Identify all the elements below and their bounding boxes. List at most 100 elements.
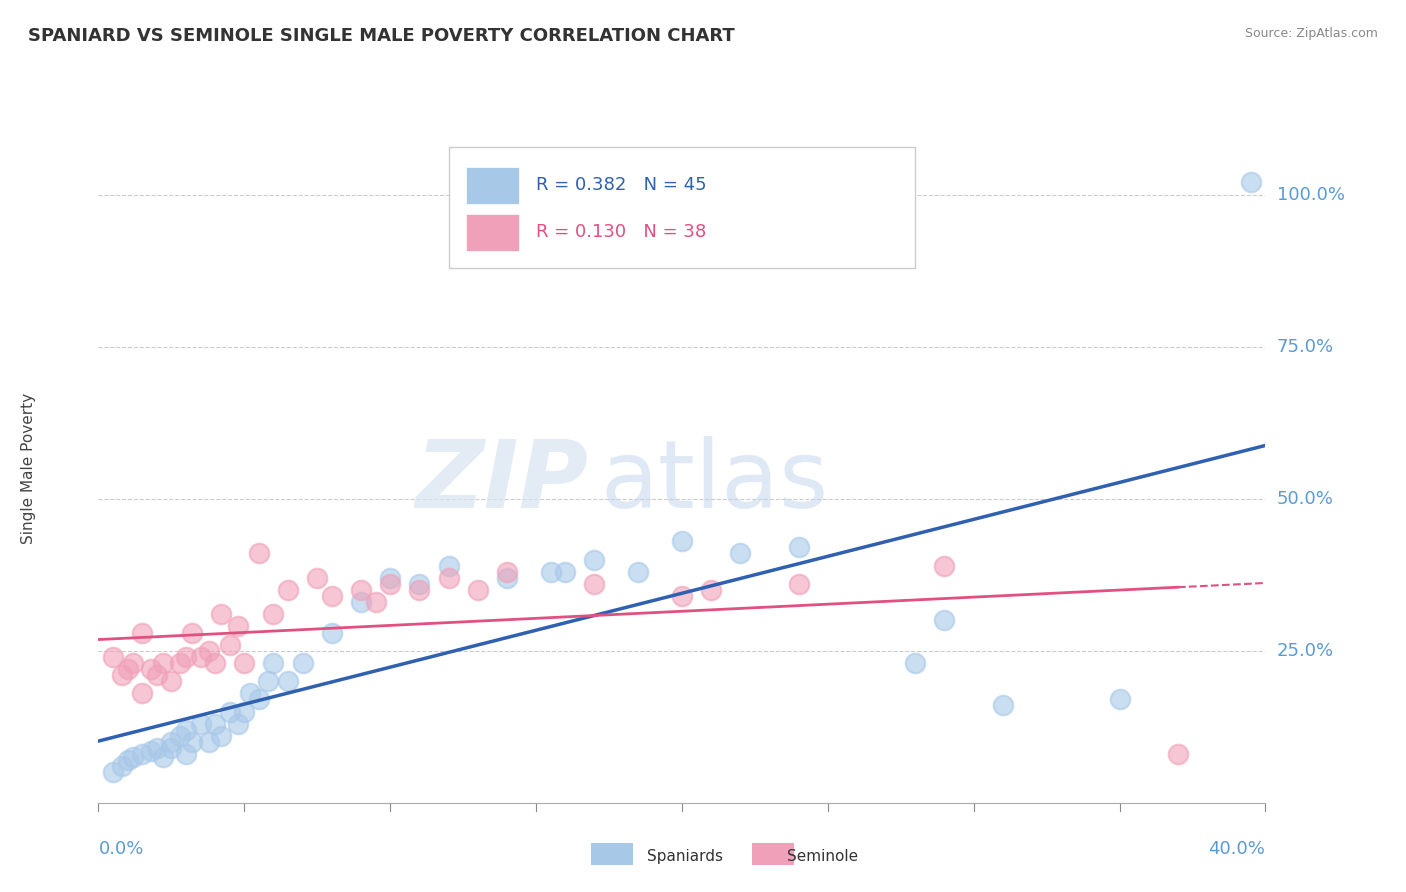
Point [174, 723, 197, 737]
Point [117, 662, 139, 676]
Point [378, 571, 402, 585]
Point [277, 674, 299, 689]
FancyBboxPatch shape [465, 214, 519, 251]
Point [131, 686, 153, 700]
Text: Source: ZipAtlas.com: Source: ZipAtlas.com [1244, 27, 1378, 40]
Point [467, 582, 489, 597]
Point [291, 656, 314, 670]
Point [174, 747, 197, 761]
Point [350, 595, 373, 609]
Text: Seminole: Seminole [787, 849, 859, 863]
Point [934, 558, 956, 573]
FancyBboxPatch shape [449, 147, 915, 268]
Point [495, 571, 517, 585]
Text: 75.0%: 75.0% [1277, 338, 1334, 356]
Point [111, 759, 134, 773]
Text: 50.0%: 50.0% [1277, 490, 1333, 508]
Point [671, 589, 693, 603]
Point [190, 716, 212, 731]
Point [228, 716, 250, 731]
FancyBboxPatch shape [465, 168, 519, 204]
Point [218, 705, 240, 719]
Point [437, 571, 460, 585]
Point [180, 625, 202, 640]
Point [146, 668, 169, 682]
Point [554, 565, 576, 579]
Point [204, 716, 226, 731]
Text: Spaniards: Spaniards [647, 849, 723, 863]
Text: ZIP: ZIP [416, 435, 589, 528]
Text: Single Male Poverty: Single Male Poverty [21, 392, 37, 544]
Point [101, 649, 124, 664]
Point [991, 698, 1014, 713]
Point [378, 577, 402, 591]
Point [787, 577, 810, 591]
Point [233, 656, 256, 670]
Point [262, 656, 284, 670]
Point [122, 750, 145, 764]
Text: SPANIARD VS SEMINOLE SINGLE MALE POVERTY CORRELATION CHART: SPANIARD VS SEMINOLE SINGLE MALE POVERTY… [28, 27, 735, 45]
Point [1240, 176, 1263, 190]
Point [321, 589, 343, 603]
Point [139, 662, 162, 676]
Point [671, 534, 693, 549]
Text: 25.0%: 25.0% [1277, 641, 1334, 660]
Point [218, 638, 240, 652]
Point [174, 649, 197, 664]
Point [277, 582, 299, 597]
Point [198, 735, 221, 749]
Point [101, 765, 124, 780]
Point [540, 565, 562, 579]
Point [146, 741, 169, 756]
Point [408, 582, 430, 597]
Text: 40.0%: 40.0% [1209, 839, 1265, 857]
Text: 100.0%: 100.0% [1277, 186, 1344, 203]
Point [256, 674, 278, 689]
Point [160, 674, 183, 689]
Point [209, 729, 232, 743]
Point [209, 607, 232, 622]
Point [122, 656, 145, 670]
Point [152, 750, 174, 764]
Point [204, 656, 226, 670]
Point [139, 744, 162, 758]
Point [117, 753, 139, 767]
Point [247, 692, 270, 706]
Point [787, 541, 810, 555]
Text: atlas: atlas [600, 435, 828, 528]
Point [131, 625, 153, 640]
Point [1108, 692, 1130, 706]
Point [180, 735, 202, 749]
Point [239, 686, 262, 700]
Point [495, 565, 517, 579]
Point [169, 729, 191, 743]
Point [262, 607, 284, 622]
Point [321, 625, 343, 640]
Point [583, 552, 606, 566]
Point [904, 656, 927, 670]
Point [247, 546, 270, 560]
Point [700, 582, 723, 597]
Point [350, 582, 373, 597]
Point [190, 649, 212, 664]
Point [233, 705, 256, 719]
Point [169, 656, 191, 670]
Text: R = 0.130   N = 38: R = 0.130 N = 38 [536, 223, 706, 241]
Point [437, 558, 460, 573]
Point [583, 577, 606, 591]
Point [198, 644, 221, 658]
Point [160, 741, 183, 756]
Text: R = 0.382   N = 45: R = 0.382 N = 45 [536, 177, 707, 194]
Point [627, 565, 650, 579]
Point [131, 747, 153, 761]
Point [364, 595, 387, 609]
Point [934, 613, 956, 627]
Point [408, 577, 430, 591]
Point [152, 656, 174, 670]
Text: 0.0%: 0.0% [98, 839, 143, 857]
Point [160, 735, 183, 749]
Point [307, 571, 329, 585]
Point [728, 546, 751, 560]
Point [1167, 747, 1189, 761]
Point [228, 619, 250, 633]
